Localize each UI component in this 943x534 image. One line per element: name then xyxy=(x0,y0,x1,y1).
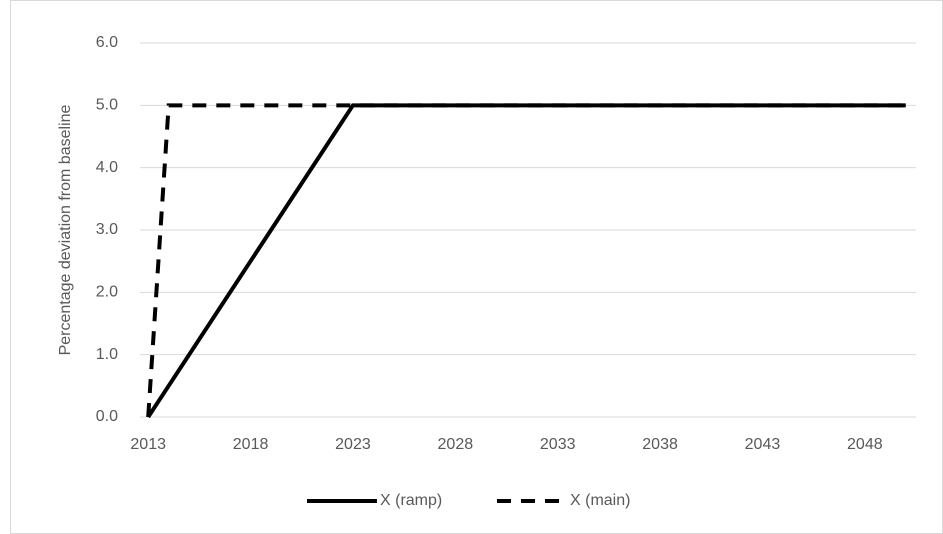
series-line xyxy=(146,103,906,418)
y-tick-label: 3.0 xyxy=(96,221,118,238)
x-tick-label: 2043 xyxy=(745,436,781,453)
x-tick-label: 2033 xyxy=(540,436,576,453)
y-tick-label: 2.0 xyxy=(96,284,118,301)
x-tick-label: 2028 xyxy=(438,436,474,453)
x-tick-label: 2018 xyxy=(233,436,269,453)
y-tick-label: 1.0 xyxy=(96,346,118,363)
x-tick-label: 2038 xyxy=(642,436,678,453)
chart-border xyxy=(10,0,943,534)
x-tick-label: 2023 xyxy=(335,436,371,453)
y-tick-label: 5.0 xyxy=(96,97,118,114)
legend-label: X (main) xyxy=(570,492,630,509)
legend-label: X (ramp) xyxy=(380,492,442,509)
y-tick-label: 0.0 xyxy=(96,408,118,425)
x-tick-label: 2048 xyxy=(847,436,883,453)
y-tick-label: 6.0 xyxy=(96,34,118,51)
x-tick-label: 2013 xyxy=(130,436,166,453)
y-tick-label: 4.0 xyxy=(96,159,118,176)
y-axis-label: Percentage deviation from baseline xyxy=(57,104,74,355)
